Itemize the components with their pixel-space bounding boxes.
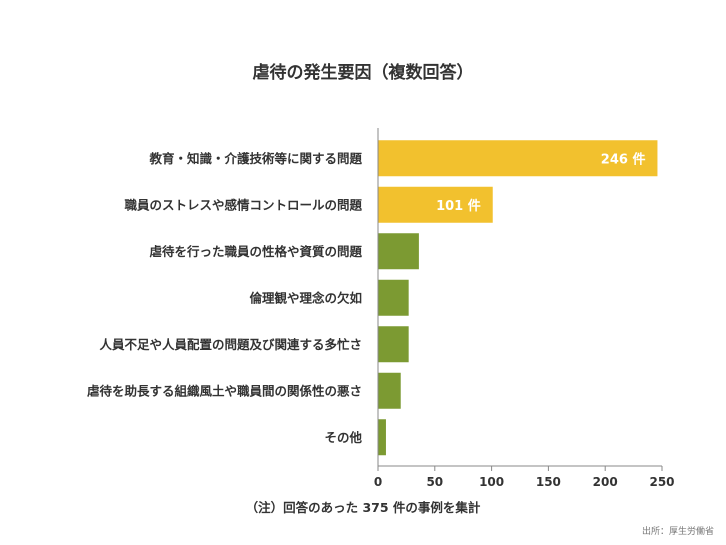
x-tick-label-2: 100 <box>479 475 504 489</box>
bar-5 <box>378 326 409 363</box>
x-tick-label-4: 200 <box>593 475 618 489</box>
value-label-2: 101 件 <box>436 198 481 214</box>
bar-6 <box>378 372 401 409</box>
x-tick-label-5: 250 <box>649 475 674 489</box>
bar-7 <box>378 419 386 456</box>
bar-1 <box>378 140 658 177</box>
category-label-2: 職員のストレスや感情コントロールの問題 <box>124 197 362 212</box>
chart-title: 虐待の発生要因（複数回答） <box>252 63 474 83</box>
chart-note: （注）回答のあった 375 件の事例を集計 <box>245 500 481 515</box>
category-label-5: 人員不足や人員配置の問題及び関連する多忙さ <box>99 337 362 352</box>
source-credit: 出所：厚生労働省 <box>641 527 714 537</box>
x-tick-label-3: 150 <box>536 475 561 489</box>
value-label-1: 246 件 <box>601 151 646 167</box>
x-tick-label-1: 50 <box>426 475 443 489</box>
bar-2 <box>378 186 493 223</box>
category-label-6: 虐待を助長する組織風土や職員間の関係性の悪さ <box>87 383 362 398</box>
bar-3 <box>378 233 419 270</box>
category-label-1: 教育・知識・介護技術等に関する問題 <box>148 151 362 166</box>
category-label-7: その他 <box>324 430 362 445</box>
bar-4 <box>378 279 409 316</box>
category-label-3: 虐待を行った職員の性格や資質の問題 <box>149 244 362 259</box>
category-label-4: 倫理観や理念の欠如 <box>249 290 362 305</box>
x-tick-label-0: 0 <box>374 475 382 489</box>
